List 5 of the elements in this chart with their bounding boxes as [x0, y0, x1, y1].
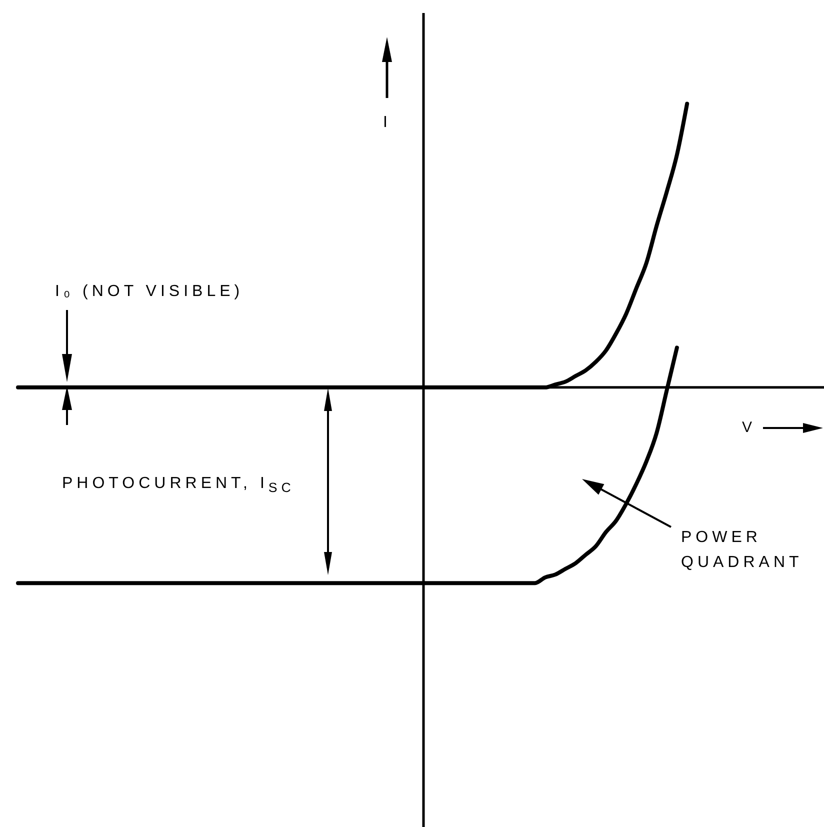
annotation: I₀ (NOT VISIBLE) — [55, 282, 244, 302]
annotation: POWER QUADRANT — [681, 528, 804, 573]
y-axis-title: I — [383, 113, 392, 133]
x-axis-title: V — [742, 418, 756, 438]
annotation: PHOTOCURRENT, I$_{SC}$ — [62, 474, 295, 498]
